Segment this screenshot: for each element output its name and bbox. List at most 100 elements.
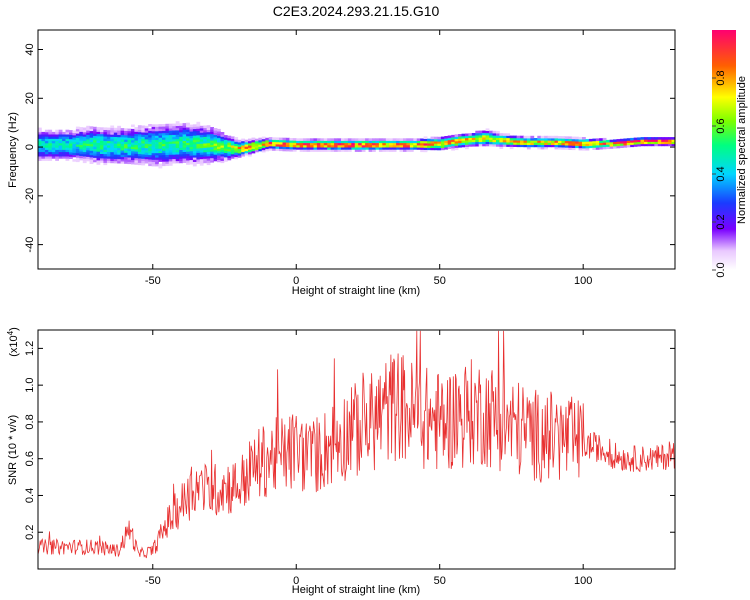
- spectrogram-cell: [182, 160, 187, 163]
- spectrogram-cell: [478, 130, 483, 134]
- spectrogram-cell: [82, 136, 87, 139]
- spectrogram-cell: [544, 146, 548, 150]
- spectrogram-cell: [151, 133, 156, 136]
- spectrogram-cell: [465, 140, 469, 143]
- spectrogram-cell: [89, 141, 94, 145]
- spectrogram-cell: [48, 140, 53, 144]
- snr-scale-note: (x104): [6, 327, 20, 357]
- spectrogram-cell: [547, 135, 552, 139]
- spectrogram-cell: [258, 148, 263, 152]
- spectrogram-cell: [265, 146, 270, 150]
- spectrogram-cell: [179, 127, 183, 131]
- spectrogram-cell: [168, 139, 173, 142]
- spectrogram-cell: [182, 156, 187, 159]
- spectrogram-cell: [144, 147, 149, 151]
- spectrogram-cell: [182, 145, 187, 148]
- spectrogram-cell: [131, 150, 135, 154]
- spectrogram-cell: [471, 137, 476, 140]
- spectrogram-cell: [106, 131, 111, 135]
- spectrogram-cell: [547, 142, 552, 145]
- spectrogram-cell: [499, 137, 504, 141]
- spectrogram-cell: [103, 142, 108, 146]
- spectrogram-cell: [561, 136, 566, 139]
- spectrogram-cell: [162, 130, 166, 134]
- spectrogram-cell: [509, 135, 514, 139]
- spectrogram-cell: [75, 126, 80, 130]
- spectrogram-cell: [175, 141, 180, 144]
- spectrogram-cell: [420, 140, 424, 144]
- spectrogram-cell: [117, 125, 121, 129]
- spectrogram-cell: [106, 129, 111, 133]
- spectrogram-cell: [44, 156, 49, 159]
- spectrogram-cell: [254, 140, 259, 144]
- spectrogram-cell: [182, 142, 187, 146]
- spectrogram-cell: [375, 140, 380, 144]
- spectrogram-cell: [613, 146, 617, 149]
- spectrogram-cell: [661, 143, 665, 147]
- spectrogram-cell: [568, 136, 573, 139]
- spectrogram-cell: [96, 127, 101, 130]
- spectrogram-cell: [175, 154, 180, 157]
- spectrogram-cell: [279, 148, 283, 152]
- spectrogram-cell: [144, 134, 149, 138]
- spectrogram-cell: [106, 156, 111, 159]
- spectrogram-cell: [237, 148, 242, 152]
- spectrogram-cell: [179, 136, 183, 139]
- spectrogram-cell: [120, 141, 125, 144]
- spectrogram-cell: [106, 158, 111, 161]
- spectrogram-cell: [120, 161, 125, 164]
- spectrogram-cell: [327, 142, 331, 146]
- spectrogram-cell: [189, 157, 194, 161]
- spectrogram-cell: [206, 142, 211, 146]
- spectrogram-cell: [306, 144, 311, 148]
- spectrogram-cell: [420, 142, 424, 146]
- spectrogram-cell: [106, 142, 111, 146]
- spectrogram-cell: [599, 146, 603, 150]
- spectrogram-cell: [282, 148, 287, 152]
- spectrogram-cell: [134, 149, 139, 152]
- spectrogram-cell: [131, 148, 135, 152]
- spectrogram-cell: [134, 129, 139, 132]
- spectrogram-cell: [444, 140, 449, 143]
- spectrogram-cell: [502, 142, 507, 145]
- spectrogram-cell: [75, 133, 80, 136]
- spectrogram-cell: [124, 132, 128, 136]
- spectrogram-cell: [492, 135, 497, 138]
- spectrogram-cell: [182, 158, 187, 161]
- spectrogram-cell: [571, 143, 576, 146]
- spectrogram-cell: [62, 153, 66, 157]
- spectrogram-cell: [378, 147, 383, 150]
- snr-x-tick-label: -50: [145, 575, 161, 587]
- spectrogram-cell: [175, 145, 180, 148]
- spectrogram-cell: [254, 149, 259, 153]
- spectrogram-cell: [165, 139, 170, 142]
- spectrogram-cell: [89, 154, 94, 158]
- spectrogram-cell: [155, 141, 159, 145]
- spectrogram-cell: [155, 163, 159, 167]
- spectrogram-cell: [671, 143, 676, 147]
- spectrogram-cell: [554, 138, 559, 141]
- spectrogram-cell: [602, 142, 607, 145]
- spectrogram-cell: [58, 147, 63, 150]
- spectrogram-cell: [489, 139, 493, 143]
- spectrogram-cell: [223, 146, 228, 149]
- spectrogram-cell: [582, 141, 586, 144]
- spectrogram-cell: [220, 158, 225, 161]
- spectrogram-cell: [437, 143, 442, 146]
- spectrogram-cell: [520, 135, 524, 139]
- spectrogram-cell: [323, 140, 328, 144]
- spectrogram-cell: [131, 157, 135, 161]
- spectrogram-cell: [626, 138, 631, 141]
- spectrogram-cell: [165, 130, 170, 133]
- spectrogram-cell: [540, 135, 545, 139]
- spectrogram-cell: [144, 145, 149, 149]
- spectrogram-cell: [41, 142, 46, 146]
- spectrogram-cell: [206, 158, 211, 161]
- spectrogram-cell: [575, 141, 579, 144]
- spectrogram-cell: [268, 137, 273, 140]
- spectrogram-cell: [530, 144, 535, 148]
- spectrogram-cell: [110, 129, 115, 133]
- spectrogram-cell: [385, 138, 390, 141]
- spectrogram-cell: [93, 146, 97, 150]
- spectrogram-cell: [192, 126, 197, 130]
